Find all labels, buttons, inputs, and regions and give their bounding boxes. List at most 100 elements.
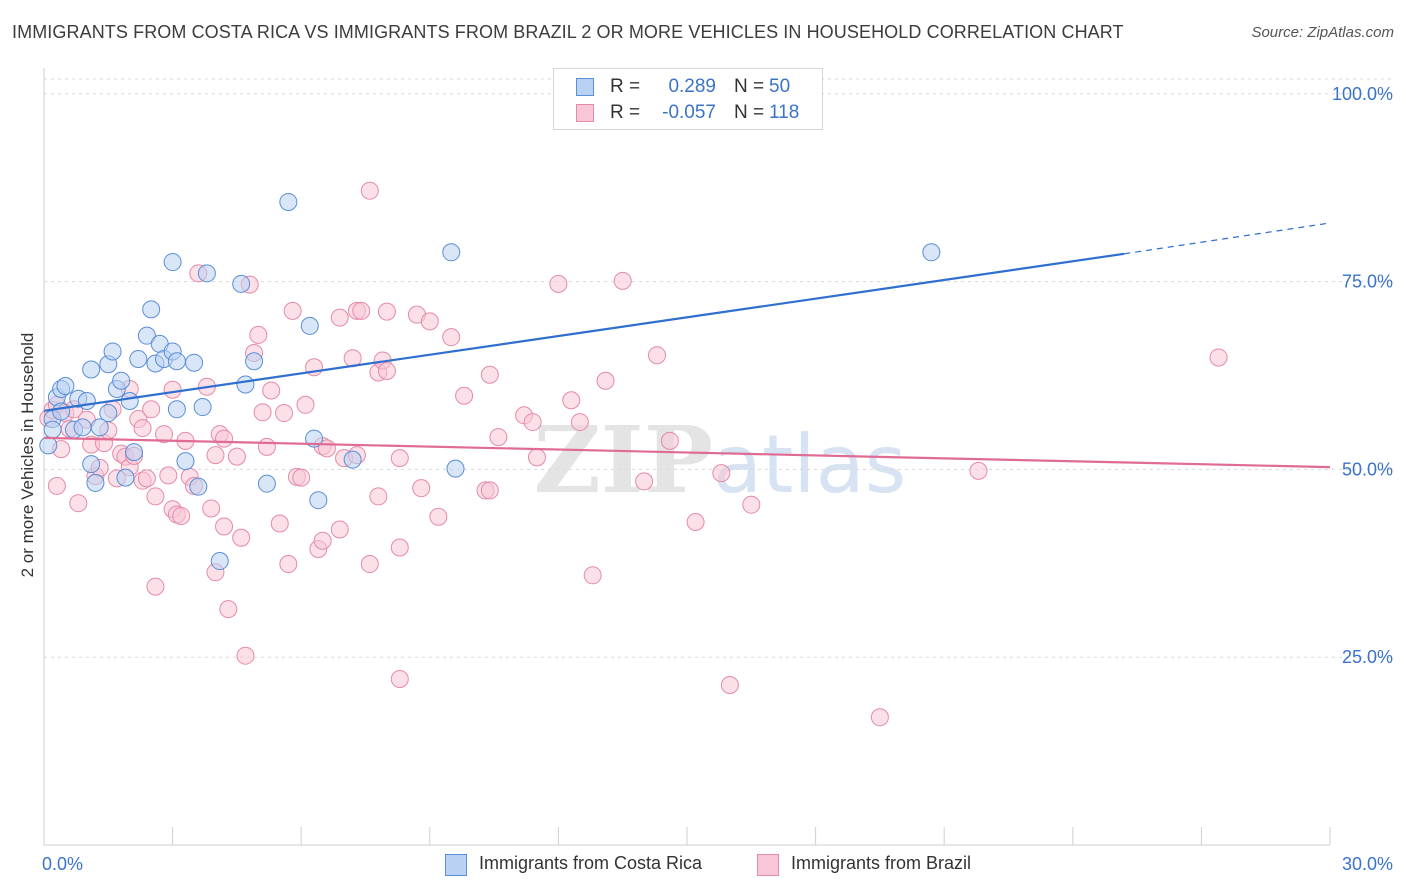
costa-rica-point (167, 352, 186, 371)
brazil-point (442, 328, 461, 347)
watermark-text: ZIPatlas (534, 406, 907, 514)
brazil-point (283, 301, 302, 320)
brazil-point (647, 346, 666, 365)
costa-rica-point (86, 473, 105, 492)
costa-rica-points (39, 192, 941, 571)
brazil-point (390, 669, 409, 688)
brazil-point (257, 437, 276, 456)
stats-r-label: R = (610, 76, 641, 97)
brazil-point (390, 449, 409, 468)
costa-rica-point (112, 371, 131, 390)
x-tick-label: 30.0% (1342, 854, 1393, 874)
brazil-point (313, 531, 332, 550)
brazil-point (390, 538, 409, 557)
legend: Immigrants from Costa Rica Immigrants fr… (0, 852, 1406, 878)
brazil-point (369, 487, 388, 506)
brazil-point (202, 499, 221, 518)
stats-n-label: N = (734, 102, 765, 123)
brazil-point (155, 425, 174, 444)
brazil-point (377, 302, 396, 321)
stats-swatch-costa-rica (576, 78, 594, 96)
brazil-point (455, 386, 474, 405)
brazil-point (215, 517, 234, 536)
costa-rica-point (39, 436, 58, 455)
brazil-point (172, 506, 191, 525)
stats-r-value: 0.289 (668, 76, 716, 97)
stats-row-costa-rica: R = 0.289 N = 50 (554, 74, 822, 100)
chart-title: IMMIGRANTS FROM COSTA RICA VS IMMIGRANTS… (12, 22, 1124, 42)
costa-rica-point (103, 342, 122, 361)
watermark-atlas: atlas (713, 418, 906, 511)
brazil-point (232, 528, 251, 547)
trend-lines (43, 222, 1331, 469)
stats-row-brazil: R = -0.057 N = 118 (554, 100, 822, 126)
brazil-point (480, 365, 499, 384)
costa-rica-point (77, 392, 96, 411)
brazil-point (330, 520, 349, 539)
brazil-point (275, 404, 294, 423)
brazil-trend-line (43, 436, 1331, 469)
costa-rica-point (82, 455, 101, 474)
costa-rica-point (52, 402, 71, 421)
costa-rica-point (43, 420, 62, 439)
brazil-point (527, 448, 546, 467)
brazil-point (613, 271, 632, 290)
stats-n-value: 118 (769, 102, 800, 123)
costa-rica-point (236, 375, 255, 394)
brazil-point (146, 487, 165, 506)
brazil-point (330, 308, 349, 327)
costa-rica-point (193, 398, 212, 417)
costa-rica-point (176, 452, 195, 471)
brazil-point (720, 675, 739, 694)
costa-rica-point (197, 264, 216, 283)
brazil-point (227, 447, 246, 466)
brazil-point (523, 413, 542, 432)
brazil-point (137, 469, 156, 488)
watermark: ZIPatlas (534, 406, 907, 514)
x-tick-label: 0.0% (42, 854, 83, 874)
brazil-point (596, 371, 615, 390)
costa-rica-point (442, 243, 461, 262)
brazil-point (69, 494, 88, 513)
brazil-point (583, 566, 602, 585)
brazil-point (142, 400, 161, 419)
costa-rica-point (129, 349, 148, 368)
stats-n-value: 50 (769, 76, 791, 97)
brazil-point (146, 577, 165, 596)
brazil-point (870, 708, 889, 727)
brazil-point (635, 472, 654, 491)
costa-rica-point (232, 274, 251, 293)
brazil-point (270, 514, 289, 533)
costa-rica-trend-line (43, 252, 1125, 412)
brazil-point (549, 274, 568, 293)
brazil-point (215, 429, 234, 448)
brazil-point (360, 181, 379, 200)
tick-labels: 25.0% 50.0% 75.0% 100.0% 0.0% 30.0% (42, 84, 1393, 874)
y-tick-label: 100.0% (1332, 84, 1393, 104)
costa-rica-point (116, 468, 135, 487)
y-tick-label: 50.0% (1342, 459, 1393, 479)
costa-rica-point (343, 450, 362, 469)
stats-box: R = 0.289 N = 50 R = -0.057 N = 118 (553, 68, 823, 130)
brazil-point (352, 301, 371, 320)
legend-swatch-costa-rica (445, 854, 467, 876)
costa-rica-point (125, 443, 144, 462)
y-axis-label: 2 or more Vehicles in Household (18, 332, 37, 578)
costa-rica-point (82, 360, 101, 379)
brazil-point (133, 419, 152, 438)
costa-rica-point (56, 377, 75, 396)
costa-rica-point (90, 418, 109, 437)
costa-rica-point (142, 300, 161, 319)
stats-r-value: -0.057 (662, 102, 716, 123)
brazil-point (159, 466, 178, 485)
legend-swatch-brazil (757, 854, 779, 876)
brazil-point (570, 413, 589, 432)
brazil-point (262, 381, 281, 400)
stats-swatch-brazil (576, 104, 594, 122)
costa-rica-point (210, 552, 229, 571)
brazil-point (219, 600, 238, 619)
brazil-point (420, 312, 439, 331)
brazil-point (412, 479, 431, 498)
costa-rica-point (185, 353, 204, 372)
